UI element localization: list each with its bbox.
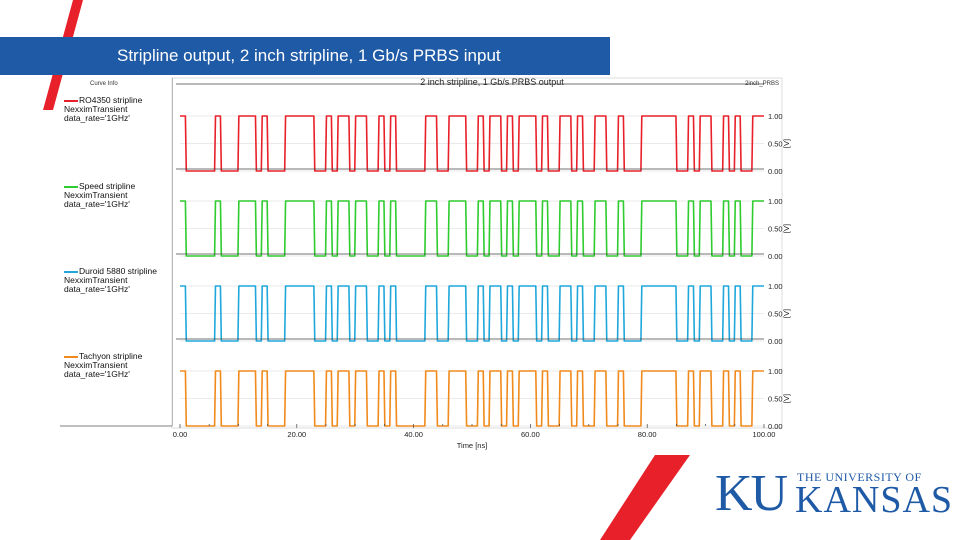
y-tick-label: 0.00	[768, 422, 783, 431]
y-axis-label: [V]	[782, 224, 791, 233]
legend-line-2: NexximTransient	[64, 104, 128, 114]
slide-title-bar	[0, 37, 610, 75]
y-tick-label: 1.00	[768, 112, 783, 121]
y-tick-label: 1.00	[768, 197, 783, 206]
chart-title: 2 inch stripline, 1 Gb/s PRBS output	[420, 77, 564, 87]
x-tick-label: 0.00	[173, 430, 188, 439]
x-tick-label: 100.00	[753, 430, 776, 439]
legend-line-2: NexximTransient	[64, 190, 128, 200]
y-tick-label: 0.50	[768, 225, 783, 234]
legend-line-1: RO4350 stripline	[64, 96, 142, 105]
series-line-3	[180, 285, 764, 342]
legend-line-3: data_rate='1GHz'	[64, 284, 130, 294]
series-line-2	[180, 200, 764, 257]
legend-entry-2: Speed stripline NexximTransient data_rat…	[64, 182, 135, 209]
slide-title: Stripline output, 2 inch stripline, 1 Gb…	[117, 46, 501, 65]
legend-entry-3: Duroid 5880 stripline NexximTransient da…	[64, 267, 157, 294]
y-tick-label: 0.50	[768, 140, 783, 149]
y-axis-label: [V]	[782, 394, 791, 403]
x-axis-label: Time [ns]	[457, 441, 488, 450]
legend-line-1: Duroid 5880 stripline	[64, 267, 157, 276]
series-line-4	[180, 370, 764, 427]
legend-line-3: data_rate='1GHz'	[64, 369, 130, 379]
y-axis-label: [V]	[782, 309, 791, 318]
decorative-stripe-bottom	[600, 455, 690, 540]
ku-logo-university: THE UNIVERSITY OF	[797, 470, 922, 484]
ku-logo: KU THE UNIVERSITY OF KANSAS	[715, 465, 952, 522]
y-tick-label: 0.00	[768, 252, 783, 261]
legend-line-1: Tachyon stripline	[64, 352, 142, 361]
legend-swatch-1	[64, 99, 78, 102]
x-tick-label: 60.00	[521, 430, 540, 439]
y-tick-label: 1.00	[768, 282, 783, 291]
legend-line-2: NexximTransient	[64, 360, 128, 370]
series-line-1	[180, 115, 764, 172]
legend-swatch-3	[64, 270, 78, 273]
x-tick-label: 20.00	[287, 430, 306, 439]
y-tick-label: 1.00	[768, 367, 783, 376]
legend-entry-1: RO4350 stripline NexximTransient data_ra…	[64, 96, 142, 123]
legend-swatch-4	[64, 355, 78, 358]
legend-line-2: NexximTransient	[64, 275, 128, 285]
ku-logo-kansas: KANSAS	[795, 479, 954, 521]
x-tick-label: 80.00	[638, 430, 657, 439]
y-tick-label: 0.00	[768, 337, 783, 346]
legend-title: Curve Info	[90, 81, 118, 87]
red-stripe-shape	[600, 455, 690, 540]
y-tick-label: 0.00	[768, 167, 783, 176]
y-tick-label: 0.50	[768, 395, 783, 404]
chart-legend: Curve Info RO4350 stripline NexximTransi…	[60, 78, 173, 426]
y-tick-label: 0.50	[768, 310, 783, 319]
legend-entry-4: Tachyon stripline NexximTransient data_r…	[64, 352, 142, 379]
legend-line-3: data_rate='1GHz'	[64, 199, 130, 209]
y-axis-label: [V]	[782, 139, 791, 148]
plot-frame	[171, 77, 783, 429]
ku-logo-letters: KU	[715, 465, 788, 522]
legend-line-3: data_rate='1GHz'	[64, 113, 130, 123]
x-tick-label: 40.00	[404, 430, 423, 439]
legend-swatch-2	[64, 185, 78, 188]
legend-line-1: Speed stripline	[64, 182, 135, 191]
